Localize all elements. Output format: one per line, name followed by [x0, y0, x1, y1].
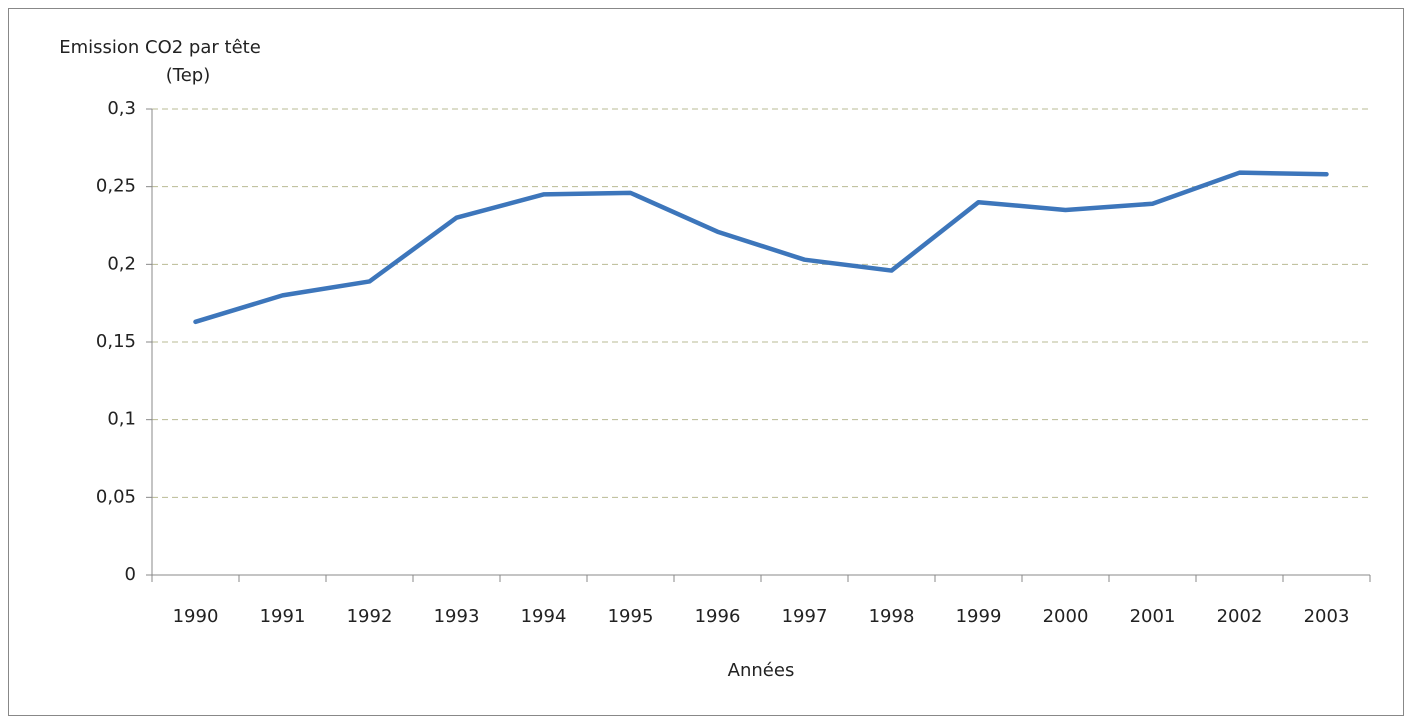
x-tick-label: 2001 [1130, 606, 1176, 627]
x-tick-label: 1993 [434, 606, 480, 627]
x-tick-label: 1995 [608, 606, 654, 627]
x-tick-label: 1994 [521, 606, 567, 627]
x-tick-label: 1999 [956, 606, 1002, 627]
y-tick-label: 0 [125, 564, 136, 585]
x-tick-label: 1996 [695, 606, 741, 627]
y-tick-label: 0,05 [96, 486, 136, 507]
x-tick-label: 1997 [782, 606, 828, 627]
y-tick-label: 0,3 [107, 98, 136, 119]
y-tick-label: 0,15 [96, 331, 136, 352]
x-tick-label: 1992 [347, 606, 393, 627]
x-tick-label: 2002 [1217, 606, 1263, 627]
x-tick-label: 2000 [1043, 606, 1089, 627]
x-axis-label: Années [728, 660, 795, 681]
x-tick-label: 2003 [1304, 606, 1350, 627]
y-axis-label: (Tep) [166, 65, 210, 86]
y-tick-label: 0,25 [96, 176, 136, 197]
chart-frame [8, 8, 1404, 716]
x-tick-label: 1990 [173, 606, 219, 627]
y-tick-label: 0,1 [107, 409, 136, 430]
y-axis-label: Emission CO2 par tête [59, 37, 261, 58]
x-tick-label: 1991 [260, 606, 306, 627]
data-line [193, 170, 1329, 325]
y-tick-label: 0,2 [107, 253, 136, 274]
x-tick-label: 1998 [869, 606, 915, 627]
